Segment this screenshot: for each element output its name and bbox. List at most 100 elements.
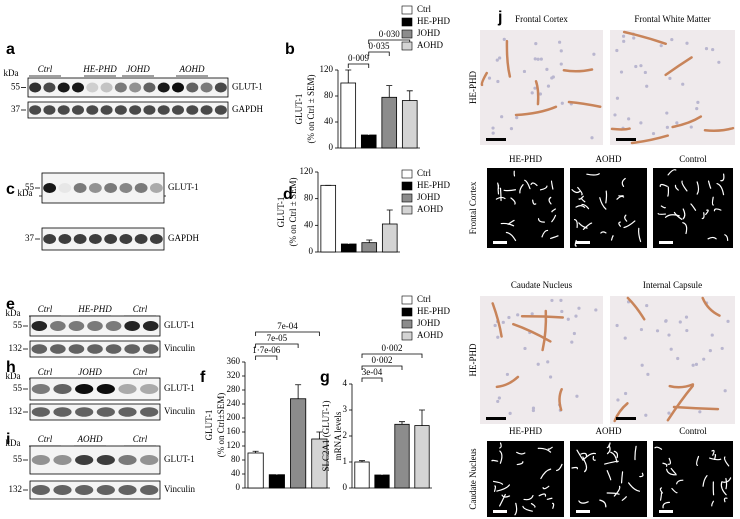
y-tick-label: 120 [227,440,241,450]
vessel [664,56,693,77]
vessel [551,214,557,223]
nucleus [536,362,540,366]
bar [414,425,430,489]
nucleus [559,62,563,66]
vessel [616,195,625,200]
vessel [550,180,554,190]
vessel [667,457,672,465]
blot-band [86,82,99,93]
nucleus [496,335,500,339]
vessel [613,402,629,423]
panel-letter: h [6,359,16,376]
group-label: Ctrl [133,304,148,314]
y-axis-label-line: (% on Ctrl ± SEM) [306,75,316,144]
marker-label: 55 [13,320,23,330]
nucleus [551,75,555,79]
vessel [599,499,607,508]
protein-label: GAPDH [232,104,264,114]
vessel [512,322,552,343]
vessel [578,500,589,504]
group-label: Ctrl [38,304,53,314]
nucleus [645,84,649,88]
blot-band [87,321,103,331]
scale-bar [576,510,590,513]
marker-label: 37 [11,104,21,114]
error-bar [273,472,280,475]
significance-bracket [255,355,278,360]
y-axis-label-line: mRNA levels [333,411,343,460]
blot-band [140,384,159,394]
blot-band [149,234,163,244]
vessel [721,477,732,483]
nucleus [559,298,563,302]
blot-band [88,183,102,193]
vessel [720,481,727,496]
error-bar [419,409,425,426]
panel-letter: j [497,9,502,26]
vessel [711,196,714,206]
vessel [537,447,552,453]
nucleus [577,306,581,310]
error-bar [406,90,413,101]
protein-label: GAPDH [168,233,200,243]
y-tick-label: 40 [304,219,314,229]
error-bar [345,238,352,244]
vessel [505,39,512,78]
bar [320,184,337,253]
blot-band [104,183,118,193]
marker-label: 37 [25,233,35,243]
blot-band [157,105,170,115]
scale-bar [659,241,673,244]
vessel [623,220,636,229]
bar [340,82,357,149]
nucleus [623,336,627,340]
group-label: AOHD [179,64,205,74]
blot-band [43,105,56,115]
y-axis-label-line: GLUT-1 [294,94,304,125]
y-tick-label: 80 [231,454,241,464]
vessel [716,182,725,196]
nucleus [493,323,497,328]
vessel [493,485,497,492]
nucleus [548,375,553,379]
legend-label: JOHD [417,192,441,202]
vessel [514,502,518,516]
nucleus [545,67,549,71]
vessel [659,492,663,501]
nucleus [651,131,656,136]
marker-label: 55 [25,182,35,192]
nucleus [550,298,554,303]
nucleus [509,127,514,131]
scale-bar [576,241,590,244]
blot-band [157,82,170,93]
blot-band [118,407,137,417]
vessel [491,459,499,462]
nucleus [615,323,619,328]
blot-band [57,82,70,93]
vessel [524,179,531,190]
blot-band [172,82,184,93]
micrograph [653,168,733,248]
protein-label: Vinculin [164,484,195,494]
image-title: Control [679,154,707,164]
blot-band [96,407,115,417]
blot-band [186,105,199,115]
nucleus [655,329,660,333]
y-axis-label: GLUT-1 (% on Ctrl ± SEM) [294,75,316,144]
legend-label: HE-PHD [417,180,450,190]
panel-letter: i [6,431,10,448]
blot-band [172,105,184,115]
blot-band [75,384,94,394]
vessel [664,214,680,218]
vessel [606,470,612,481]
blot-band [75,485,94,495]
y-tick-label: 320 [227,370,241,380]
vessel [532,199,537,205]
micrograph [480,30,603,145]
vessel [516,451,526,455]
legend-swatch [401,319,413,329]
bar [381,223,398,253]
panel-letter: a [6,41,15,58]
nucleus [704,47,709,51]
y-tick-label: 120 [300,166,314,176]
